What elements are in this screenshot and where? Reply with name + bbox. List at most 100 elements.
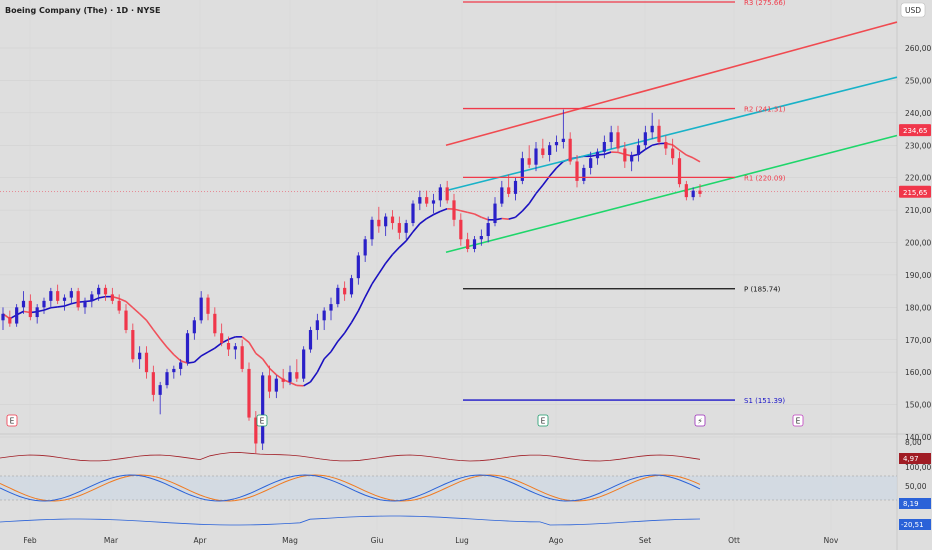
- candle-body: [103, 287, 108, 295]
- pivot-levels: R3 (275.66) R2 (241.31) R1 (220.09) P (185.…: [463, 0, 786, 405]
- osc-value: -20,51: [901, 521, 924, 529]
- moving-average-segment: [330, 340, 339, 353]
- moving-average-segment: [193, 355, 202, 363]
- candle-body: [698, 190, 702, 194]
- moving-average-segment: [303, 381, 311, 387]
- candle-body: [213, 313, 217, 334]
- candle-body: [595, 151, 600, 159]
- time-label: Set: [639, 536, 651, 545]
- candle-body: [308, 330, 313, 350]
- candle-body: [267, 375, 272, 392]
- stoch-value: 8,19: [903, 500, 919, 508]
- stoch-band: [0, 476, 897, 500]
- atr-line: [0, 452, 701, 462]
- moving-average-segment: [433, 210, 441, 216]
- candle-body: [302, 349, 306, 379]
- candle-body: [90, 294, 94, 301]
- candle-body: [28, 300, 32, 318]
- candle-body: [418, 197, 422, 204]
- moving-average-segment: [364, 283, 373, 298]
- moving-average-segment: [337, 332, 346, 342]
- pivot-level-label: R3 (275.66): [744, 0, 786, 7]
- candle-body: [15, 307, 19, 324]
- atr-value: 4,97: [903, 455, 919, 463]
- candle-body: [247, 368, 251, 418]
- candle-body: [35, 307, 39, 318]
- moving-average-segment: [371, 273, 380, 285]
- candle-body: [397, 223, 401, 233]
- atr-tick: 8,00: [905, 438, 922, 447]
- moving-average-segment: [50, 306, 58, 309]
- stoch-tick: 50,00: [905, 482, 927, 491]
- candle-body: [179, 362, 183, 369]
- candle-body: [206, 297, 210, 314]
- candle-body: [438, 187, 442, 201]
- candle-body: [602, 142, 606, 152]
- pivot-level-label: R1 (220.09): [744, 174, 786, 182]
- candle-body: [110, 294, 114, 301]
- moving-average-segment: [440, 208, 448, 213]
- event-marker: [6, 414, 18, 427]
- time-label: Mar: [104, 536, 119, 545]
- candle-body: [630, 154, 634, 162]
- moving-average-segment: [139, 313, 148, 321]
- moving-average-segment: [419, 217, 428, 225]
- event-marker: [792, 414, 804, 427]
- moving-average-segment: [508, 216, 516, 220]
- candle-body: [616, 132, 620, 149]
- moving-average-segment: [125, 300, 134, 309]
- osc-tag: [899, 519, 931, 530]
- price-tick-label: 190,00: [905, 271, 931, 280]
- price-tick-label: 230,00: [905, 141, 931, 150]
- moving-average-segment: [644, 144, 653, 151]
- moving-average-segment: [207, 347, 216, 353]
- moving-average-segment: [467, 211, 475, 215]
- event-label: E: [260, 417, 265, 426]
- price-tick-label: 200,00: [905, 239, 931, 248]
- moving-average-segment: [679, 149, 687, 156]
- event-marker: [537, 414, 549, 427]
- moving-average-segment: [555, 160, 564, 169]
- candle-body: [636, 145, 641, 155]
- moving-average-segment: [692, 157, 701, 163]
- candle-body: [62, 297, 67, 301]
- pivot-level-label: R2 (241.31): [744, 106, 786, 114]
- moving-average-segment: [350, 310, 360, 323]
- candle-body: [384, 216, 388, 227]
- event-label: ⚡: [697, 417, 702, 426]
- moving-average-segment: [309, 371, 318, 383]
- time-label: Lug: [455, 536, 469, 545]
- candle-body: [117, 300, 121, 311]
- candle-body: [520, 158, 524, 181]
- moving-average-segment: [228, 336, 236, 341]
- time-axis[interactable]: Feb Mar Apr Mag Giu Lug Ago Set Ott Nov: [23, 536, 839, 545]
- moving-average-segment: [152, 329, 161, 340]
- moving-average-segment: [43, 306, 52, 311]
- moving-average-segment: [378, 262, 387, 275]
- candle-body: [568, 138, 572, 162]
- currency-button[interactable]: USD: [900, 2, 926, 18]
- event-marker: [256, 414, 268, 427]
- price-tag: [899, 185, 931, 198]
- moving-average-segment: [268, 367, 277, 376]
- moving-average-segment: [132, 307, 141, 315]
- moving-average-segment: [248, 341, 257, 354]
- price-tick-label: 220,00: [905, 174, 931, 183]
- candle-body: [336, 287, 340, 305]
- stoch-tick: 100,00: [905, 463, 931, 472]
- moving-average-segment: [672, 144, 680, 151]
- moving-average-segment: [159, 338, 168, 348]
- price-axis[interactable]: 260,00 250,00 240,00 230,00 220,00 210,00 200,…: [899, 44, 931, 530]
- time-label: Feb: [23, 536, 37, 545]
- candle-body: [343, 287, 347, 295]
- time-label: Ago: [549, 536, 564, 545]
- candle-body: [138, 352, 142, 360]
- osc-line: [0, 515, 701, 526]
- channel-upper-line: [445, 21, 898, 147]
- candle-body: [650, 125, 654, 133]
- moving-average-segment: [528, 193, 537, 205]
- candle-body: [199, 297, 203, 321]
